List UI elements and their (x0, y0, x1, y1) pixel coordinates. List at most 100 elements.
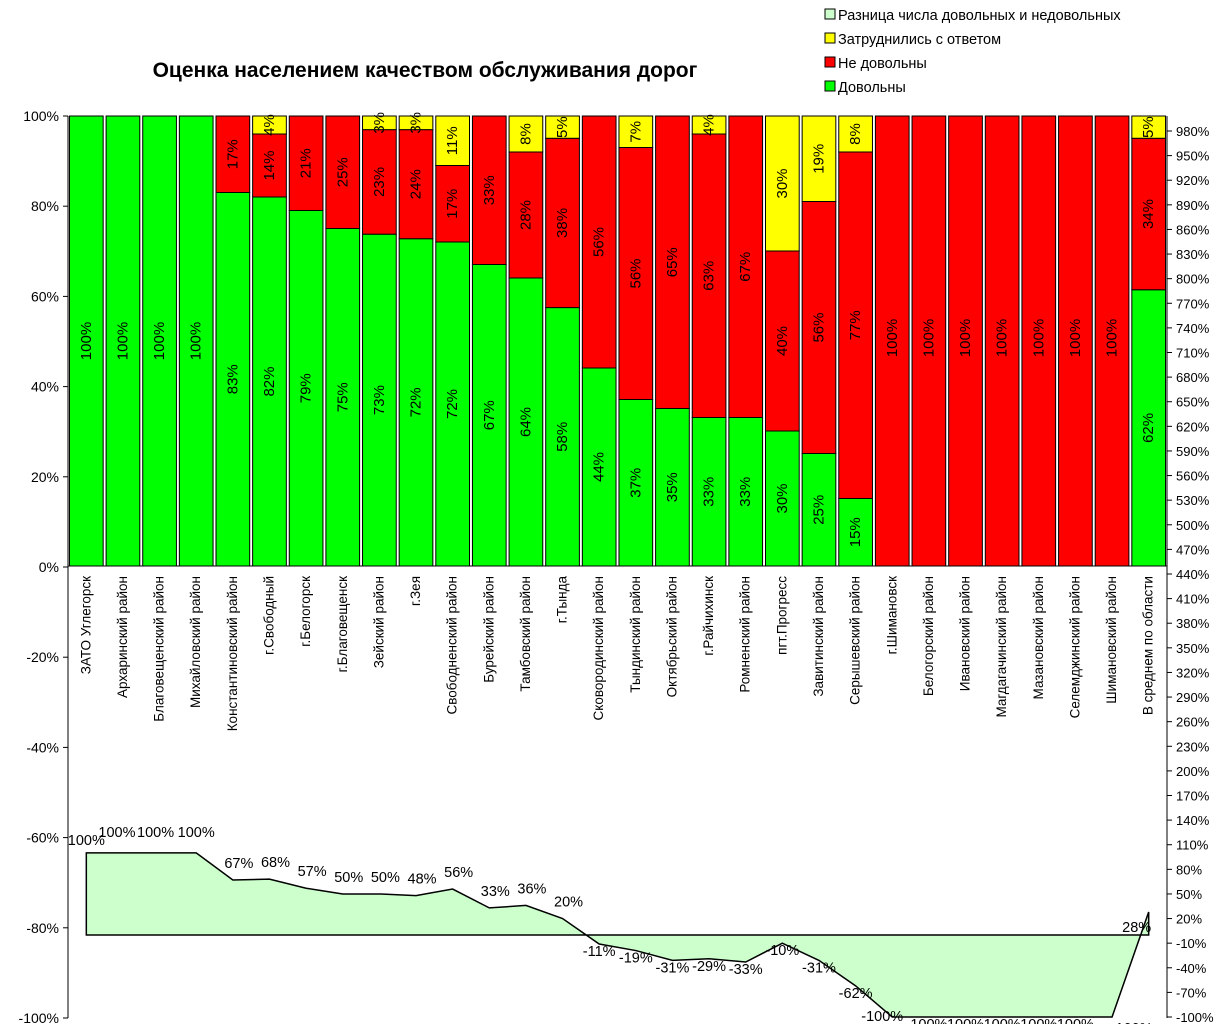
bar-label-satisfied: 64% (517, 407, 534, 437)
difference-label: 36% (517, 881, 546, 897)
category-label: г.Шимановск (884, 576, 899, 654)
right-tick-label: 950% (1176, 149, 1210, 164)
axes: 100% 80% 60% 40% 20% 0% -20% -40% -60% -80% -100% 9… (19, 108, 1214, 1024)
bar-label-unsatisfied: 25% (334, 157, 351, 187)
difference-area: 100%100% 100% 100%67% 68%57% 50% 50% 48% 56%33%… (68, 825, 1153, 1024)
bar-unsatisfied (435, 165, 471, 243)
bar-label-unsatisfied: 100% (1030, 319, 1047, 357)
right-tick-label: 20% (1176, 912, 1202, 927)
bar-unsatisfied (911, 115, 947, 567)
difference-label: 100% (1057, 1017, 1094, 1024)
right-tick-label: 620% (1176, 419, 1210, 434)
difference-label: -29% (692, 959, 726, 975)
bar-undecided (691, 115, 727, 135)
category-label: ЗАТО Углегорск (78, 576, 93, 674)
legend-swatch (824, 80, 836, 92)
bar-label-satisfied: 62% (1140, 413, 1157, 443)
difference-label: 67% (224, 856, 253, 872)
bar-undecided (1131, 115, 1167, 139)
bar-satisfied (728, 417, 764, 567)
right-tick-label: 920% (1176, 173, 1210, 188)
bar-label-satisfied: 25% (810, 495, 827, 525)
category-label: Ромненский район (738, 576, 753, 693)
category-label: Бурейский район (481, 576, 496, 683)
bar-label-unsatisfied: 56% (591, 227, 608, 257)
difference-label: -33% (729, 962, 763, 978)
bar-label-satisfied: 58% (554, 422, 571, 452)
chart-title: Оценка населением качеством обслуживания… (153, 59, 698, 82)
right-tick-label: 230% (1176, 739, 1210, 754)
bar-label-satisfied: 33% (737, 477, 754, 507)
bar-label-unsatisfied: 40% (774, 326, 791, 356)
difference-area-fill (85, 852, 1150, 1018)
bar-label-unsatisfied: 14% (261, 150, 278, 180)
category-label: Архаринский район (115, 576, 130, 698)
difference-label: -31% (656, 960, 690, 976)
bar-label-satisfied: 82% (261, 366, 278, 396)
bar-label-unsatisfied: 67% (737, 252, 754, 282)
bar-label-undecided: 3% (408, 112, 425, 134)
bar-label-unsatisfied: 34% (1140, 199, 1157, 229)
category-label: Октябрьский район (664, 576, 679, 697)
bar-label-undecided: 5% (554, 116, 571, 138)
difference-label: 20% (554, 895, 583, 911)
left-tick-label: 0% (39, 559, 59, 575)
bar-unsatisfied (362, 129, 397, 235)
difference-label: 50% (371, 870, 400, 886)
difference-label: -10% (765, 943, 799, 959)
bar-unsatisfied (874, 115, 910, 567)
bar-satisfied (68, 115, 104, 567)
category-label: Белогорский район (921, 576, 936, 696)
right-tick-label: 50% (1176, 887, 1202, 902)
bar-unsatisfied (801, 201, 837, 454)
right-tick-label: 980% (1176, 124, 1210, 139)
bar-label-unsatisfied: 21% (298, 148, 315, 178)
category-label: Ивановский район (958, 576, 973, 691)
bar-unsatisfied (1021, 115, 1057, 567)
difference-label: 100% (1020, 1017, 1057, 1024)
bar-label-unsatisfied: 17% (444, 189, 461, 219)
bar-satisfied (105, 115, 141, 567)
right-tick-label: -100% (1176, 1010, 1214, 1024)
difference-label: -62% (839, 986, 873, 1002)
category-label: Зейский район (371, 576, 386, 668)
bar-label-undecided: 11% (444, 126, 461, 155)
legend-label: Не довольны (838, 56, 927, 72)
bar-unsatisfied (581, 115, 617, 369)
category-labels: ЗАТО Углегорск Архаринский район Благовеще… (78, 576, 1155, 732)
bar-label-undecided: 19% (810, 144, 827, 174)
bar-label-unsatisfied: 38% (554, 208, 571, 238)
bar-satisfied (655, 408, 690, 567)
difference-label: 50% (334, 870, 363, 886)
bars: 100% 100% 100% 100% 83% 17% 82% 14% 4% 79% 21% 75% 2… (68, 112, 1167, 567)
left-tick-label: -20% (26, 649, 59, 665)
category-label: пгт.Прогресс (774, 576, 789, 655)
right-tick-label: 830% (1176, 247, 1210, 262)
difference-label: 100% (984, 1017, 1021, 1024)
left-tick-label: 20% (31, 469, 59, 485)
right-tick-label: 500% (1176, 518, 1210, 533)
bar-satisfied (618, 399, 654, 567)
difference-label: -100% (861, 1009, 903, 1024)
category-label: Благовещенский район (152, 576, 167, 722)
left-tick-label: 80% (31, 198, 59, 214)
right-tick-label: 560% (1176, 469, 1210, 484)
bar-unsatisfied (764, 250, 800, 432)
bar-satisfied (764, 430, 800, 567)
bar-label-unsatisfied: 28% (517, 200, 534, 230)
difference-label: 56% (444, 865, 473, 881)
bar-label-unsatisfied: 17% (224, 139, 241, 169)
right-tick-label: 590% (1176, 444, 1210, 459)
legend-swatch (824, 8, 836, 20)
bar-label-unsatisfied: 63% (701, 261, 718, 291)
bar-label-unsatisfied: 100% (884, 319, 901, 357)
left-tick-label: 100% (23, 108, 59, 124)
bar-undecided (508, 115, 544, 153)
category-label: г.Благовещенск (335, 576, 350, 672)
bar-label-unsatisfied: 100% (920, 319, 937, 357)
difference-label: 100% (137, 825, 174, 841)
right-tick-label: 80% (1176, 862, 1202, 877)
bar-label-unsatisfied: 77% (847, 310, 864, 340)
category-label: Мазановский район (1031, 576, 1046, 699)
bar-label-undecided: 8% (847, 123, 864, 145)
